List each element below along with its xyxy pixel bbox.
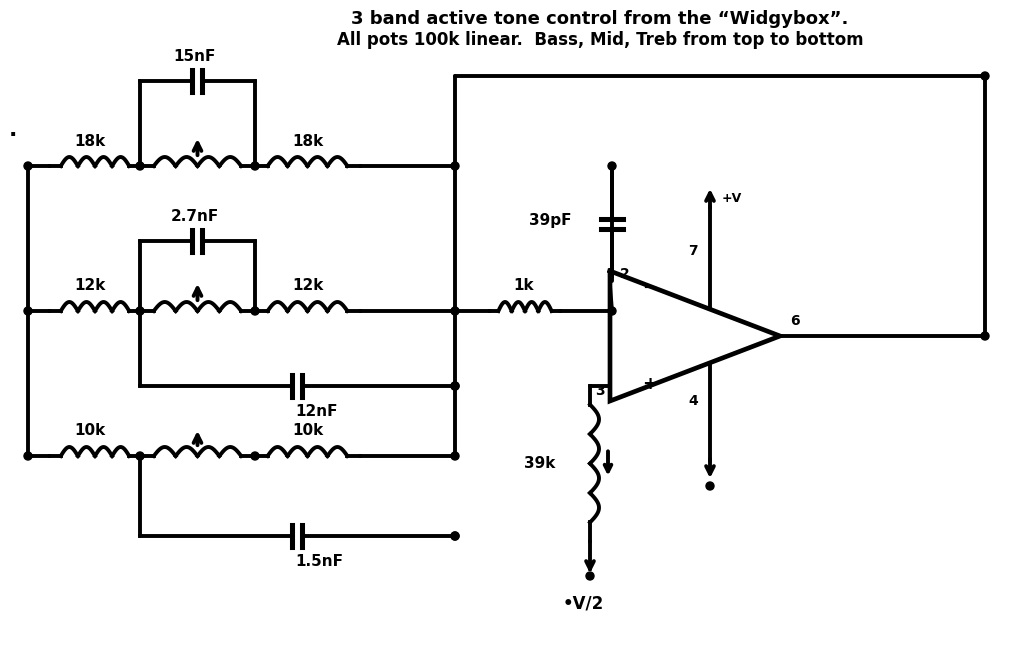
Text: 7: 7 xyxy=(688,244,698,258)
Text: 10k: 10k xyxy=(292,423,324,438)
Circle shape xyxy=(706,482,714,490)
Text: 6: 6 xyxy=(790,314,800,328)
Circle shape xyxy=(451,382,459,390)
Circle shape xyxy=(451,532,459,540)
Text: •V/2: •V/2 xyxy=(562,594,604,612)
Circle shape xyxy=(608,307,616,315)
Circle shape xyxy=(451,162,459,170)
Circle shape xyxy=(982,72,989,80)
Circle shape xyxy=(251,452,259,460)
Text: 18k: 18k xyxy=(74,134,106,149)
Text: +: + xyxy=(642,375,658,393)
Circle shape xyxy=(451,382,459,390)
Circle shape xyxy=(24,162,32,170)
Circle shape xyxy=(451,307,459,315)
Text: 4: 4 xyxy=(688,394,698,408)
Text: 12k: 12k xyxy=(74,278,106,293)
Circle shape xyxy=(586,572,594,580)
Text: 1k: 1k xyxy=(514,278,534,293)
Text: 2.7nF: 2.7nF xyxy=(171,209,219,224)
Text: 1.5nF: 1.5nF xyxy=(295,554,343,569)
Text: .: . xyxy=(9,120,17,140)
Circle shape xyxy=(136,452,144,460)
Text: 2: 2 xyxy=(620,267,629,281)
Circle shape xyxy=(608,162,616,170)
Text: 39k: 39k xyxy=(524,457,555,472)
Text: 3 band active tone control from the “Widgybox”.: 3 band active tone control from the “Wid… xyxy=(351,10,849,28)
Text: 12nF: 12nF xyxy=(295,404,338,419)
Circle shape xyxy=(24,452,32,460)
Circle shape xyxy=(982,332,989,340)
Text: 3: 3 xyxy=(595,384,605,398)
Text: All pots 100k linear.  Bass, Mid, Treb from top to bottom: All pots 100k linear. Bass, Mid, Treb fr… xyxy=(337,31,864,49)
Text: 10k: 10k xyxy=(74,423,106,438)
Circle shape xyxy=(24,307,32,315)
Circle shape xyxy=(451,452,459,460)
Text: +V: +V xyxy=(722,192,742,205)
Text: 18k: 18k xyxy=(292,134,324,149)
Circle shape xyxy=(251,162,259,170)
Text: −: − xyxy=(642,279,658,297)
Circle shape xyxy=(136,162,144,170)
Circle shape xyxy=(136,307,144,315)
Text: 15nF: 15nF xyxy=(174,49,216,64)
Circle shape xyxy=(251,307,259,315)
Circle shape xyxy=(451,532,459,540)
Text: 12k: 12k xyxy=(292,278,324,293)
Text: 39pF: 39pF xyxy=(530,213,572,228)
